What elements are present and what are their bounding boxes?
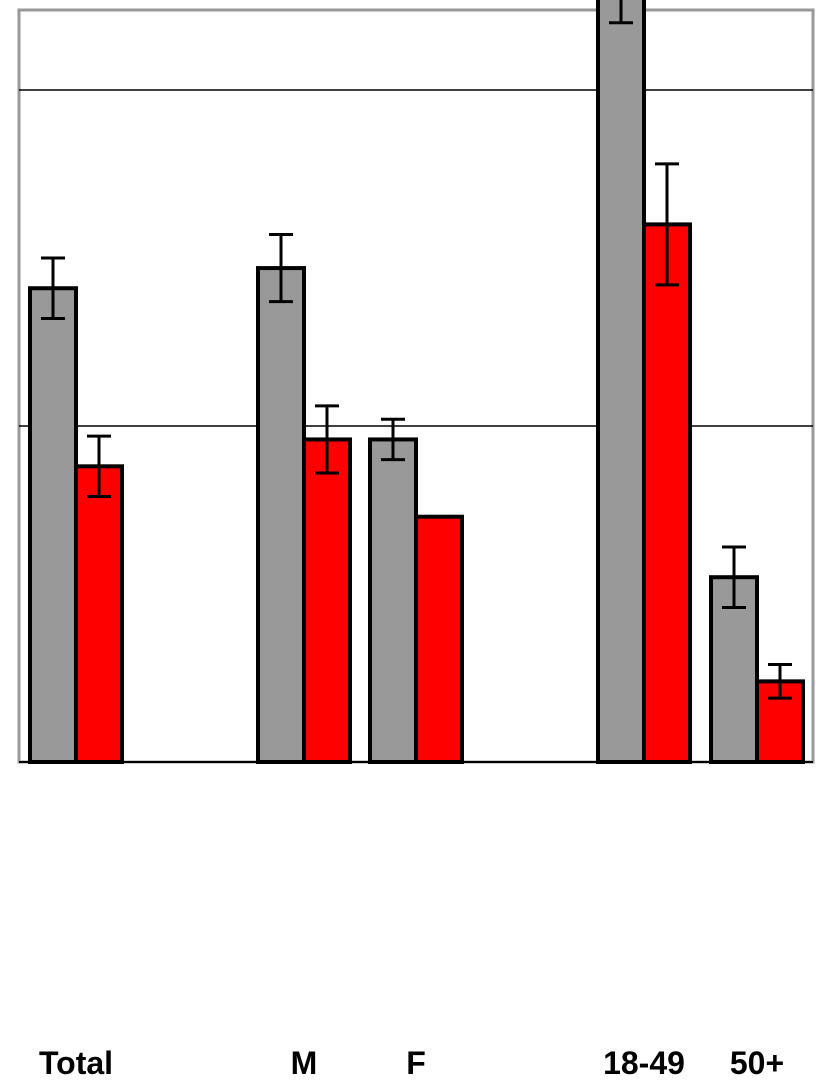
category-labels: Total M F 18-49 50+ — [39, 1045, 784, 1081]
error-bar-series2-4 — [768, 663, 792, 700]
error-bar-series1-1 — [269, 232, 293, 304]
bar-series2-0 — [74, 464, 124, 764]
bar-series1-1 — [256, 266, 306, 764]
error-bar-series1-3 — [609, 0, 633, 25]
error-bar-series2-1 — [315, 404, 339, 475]
error-bar-series1-0 — [41, 256, 65, 320]
error-bars — [41, 0, 792, 700]
bar-series1-2 — [368, 437, 418, 764]
category-label-4: 50+ — [730, 1045, 784, 1081]
error-bar-series2-0 — [87, 434, 111, 499]
category-label-1: M — [291, 1045, 318, 1081]
bars — [28, 0, 805, 765]
category-label-3: 18-49 — [603, 1045, 685, 1081]
error-bar-series1-2 — [381, 417, 405, 462]
bar-series2-1 — [302, 437, 352, 764]
error-bar-series2-3 — [655, 162, 679, 287]
bar-series2-2 — [414, 514, 464, 764]
bar-series1-0 — [28, 286, 78, 764]
bar-series1-3 — [596, 0, 646, 765]
category-label-0: Total — [39, 1045, 113, 1081]
error-bar-series1-4 — [722, 545, 746, 609]
category-label-2: F — [406, 1045, 426, 1081]
bar-series2-3 — [642, 222, 692, 764]
